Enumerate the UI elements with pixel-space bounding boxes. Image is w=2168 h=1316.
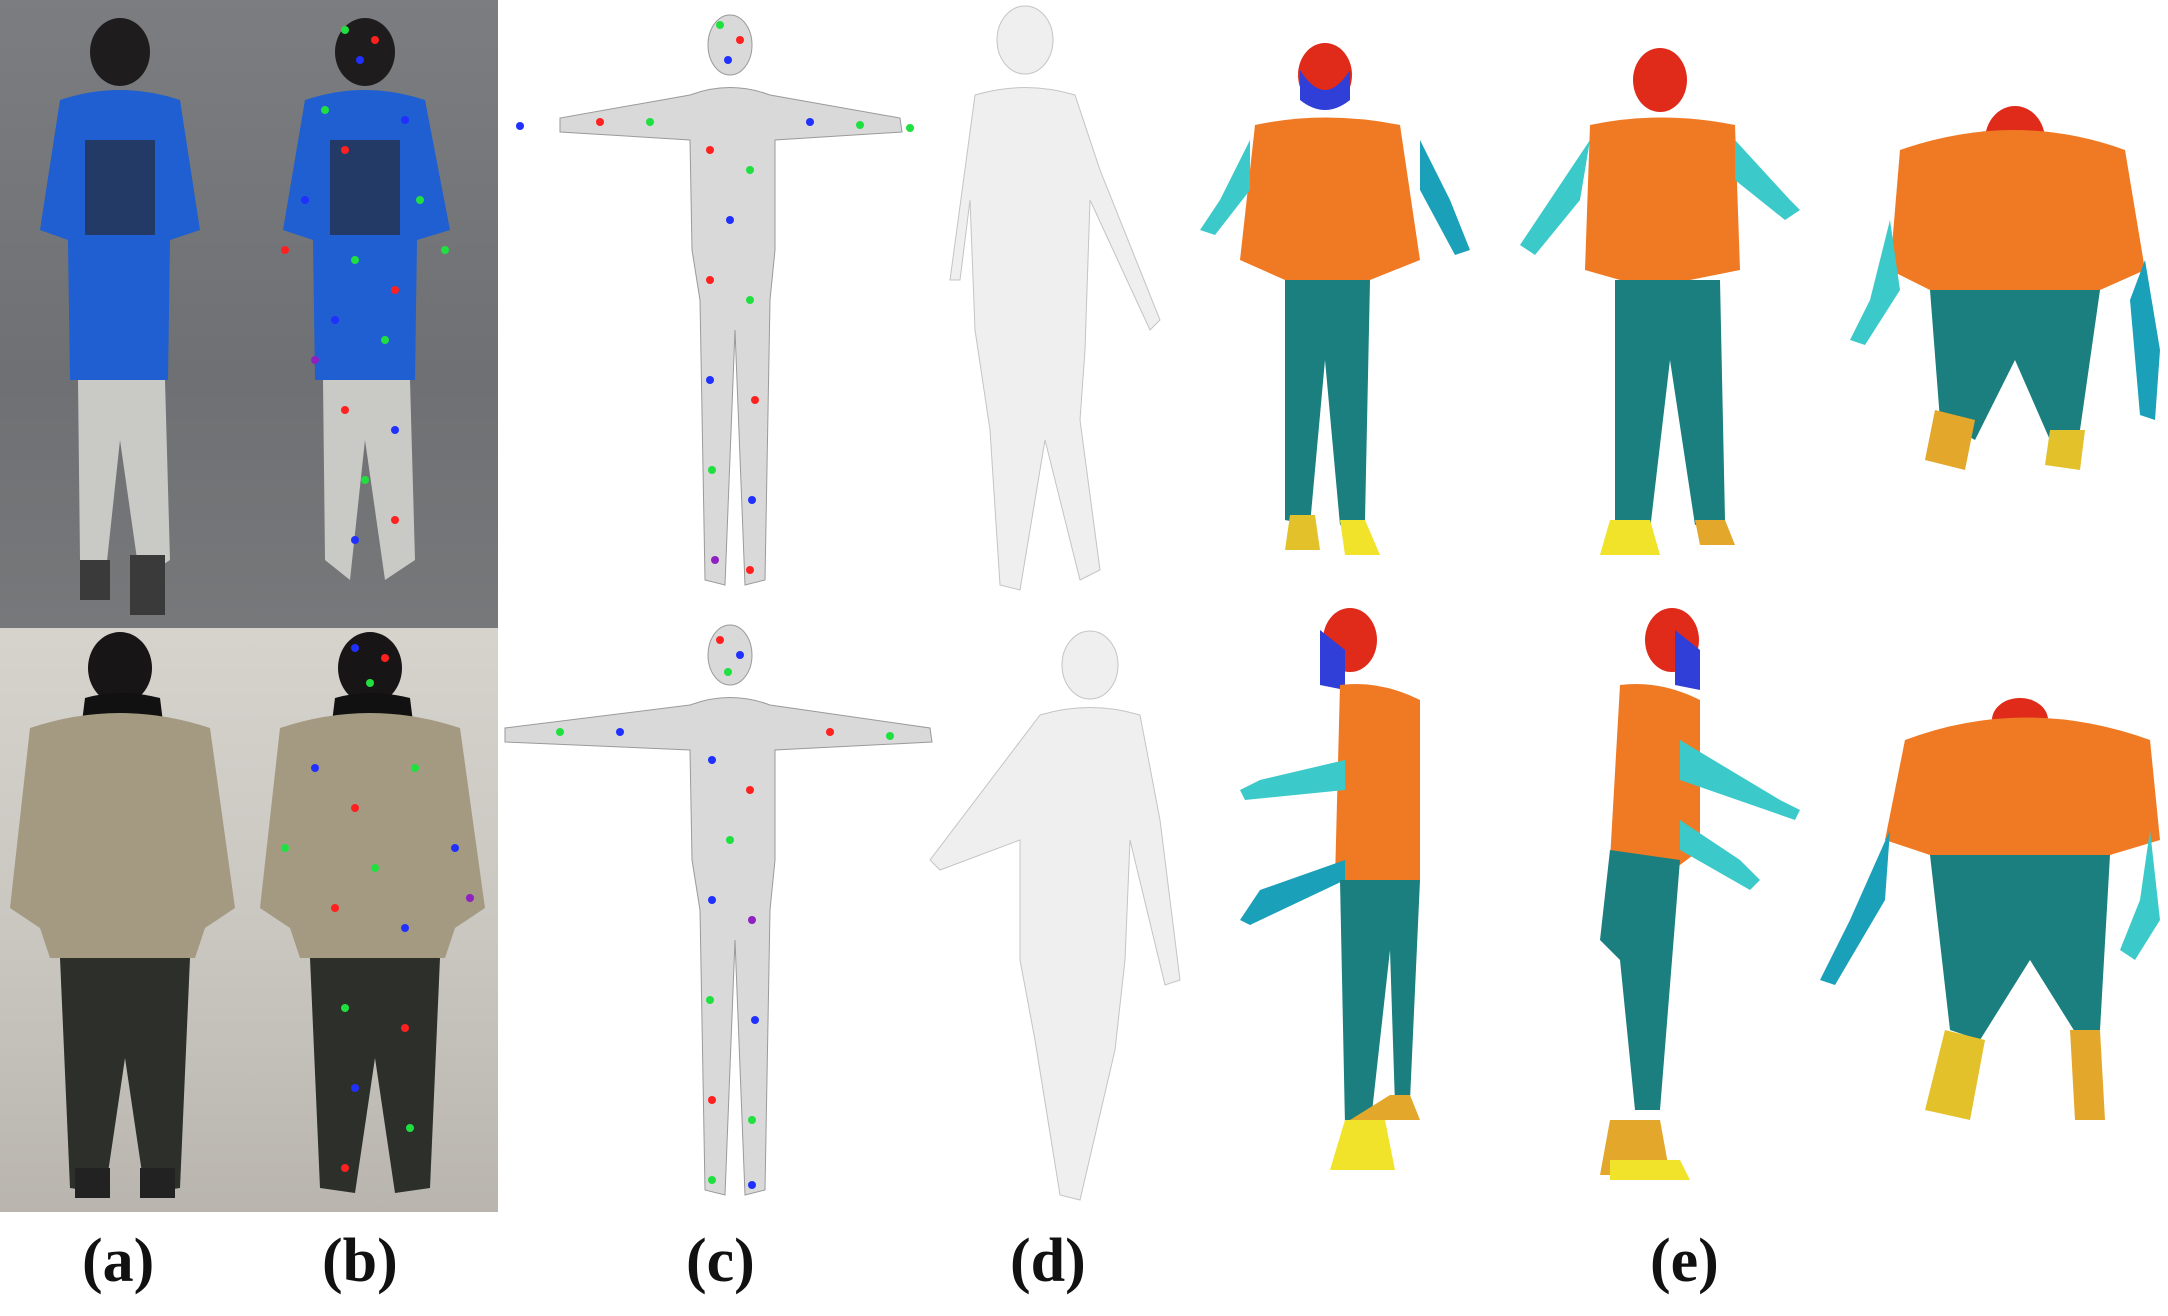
photo-b-top bbox=[245, 0, 498, 628]
body-d-bottom bbox=[929, 630, 1181, 1201]
label-c: (c) bbox=[686, 1227, 755, 1295]
segmented-body-e1 bbox=[1200, 43, 1470, 555]
person-a-top bbox=[40, 18, 200, 615]
segmented-body-e3 bbox=[1850, 106, 2160, 470]
person-a-bottom bbox=[10, 632, 235, 1198]
label-e: (e) bbox=[1650, 1227, 1719, 1295]
photo-a-top bbox=[0, 0, 245, 628]
segmented-body-e2 bbox=[1520, 48, 1800, 555]
label-b: (b) bbox=[322, 1227, 398, 1295]
person-b-bottom bbox=[260, 632, 485, 1193]
photo-b-bottom bbox=[245, 628, 498, 1212]
body-d-top bbox=[949, 5, 1161, 591]
mesh-c-bottom-dots bbox=[556, 636, 894, 1189]
segmented-body-e5 bbox=[1600, 608, 1800, 1180]
keypoint-dots-b-bottom bbox=[281, 644, 474, 1172]
label-d: (d) bbox=[1010, 1227, 1086, 1295]
label-a: (a) bbox=[82, 1227, 155, 1295]
keypoint-dots-b-top bbox=[281, 26, 449, 544]
person-b-top bbox=[281, 18, 450, 580]
mesh-c-top bbox=[516, 14, 914, 586]
mesh-c-top-dots bbox=[516, 21, 914, 574]
segmented-body-e4 bbox=[1240, 608, 1420, 1170]
mesh-c-bottom bbox=[504, 624, 933, 1196]
segmented-body-e6 bbox=[1820, 698, 2160, 1120]
photo-a-bottom bbox=[0, 628, 245, 1212]
